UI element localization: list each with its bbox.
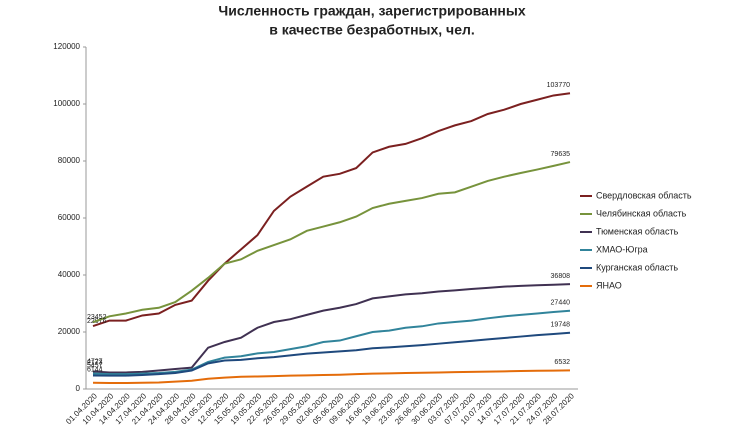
data-label: 19748	[551, 322, 571, 329]
y-tick-label: 80000	[58, 156, 81, 165]
data-label: 2173	[87, 360, 103, 367]
series-line	[92, 92, 571, 328]
legend-label: Тюменская область	[596, 226, 679, 236]
data-label: 23452	[87, 314, 107, 321]
y-tick-label: 120000	[53, 42, 80, 51]
data-label: 79635	[551, 151, 571, 158]
data-label: 103770	[547, 82, 570, 89]
legend-label: Свердловская область	[596, 190, 692, 200]
y-tick-label: 60000	[58, 213, 81, 222]
y-tick-label: 40000	[58, 270, 81, 279]
y-tick-label: 0	[76, 384, 81, 393]
data-label: 6532	[554, 359, 570, 366]
data-label: 5457	[87, 362, 103, 369]
series-line	[92, 283, 571, 374]
legend-label: Челябинская область	[596, 208, 687, 218]
legend-label: Курганская область	[596, 262, 678, 272]
y-tick-label: 20000	[58, 327, 81, 336]
series-line	[92, 331, 571, 377]
data-label: 4727	[87, 358, 103, 365]
legend-label: ХМАО-Югра	[596, 244, 648, 254]
legend-label: ЯНАО	[596, 280, 622, 290]
series-line	[92, 309, 571, 376]
chart-title: Численность граждан, зарегистрированных	[218, 3, 525, 19]
data-label: 36808	[551, 273, 571, 280]
data-label: 6144	[87, 366, 103, 373]
data-label: 27440	[551, 300, 571, 307]
y-tick-label: 100000	[53, 99, 80, 108]
series-line	[92, 161, 571, 324]
series-line	[92, 369, 571, 385]
chart-title: в качестве безработных, чел.	[269, 22, 475, 38]
